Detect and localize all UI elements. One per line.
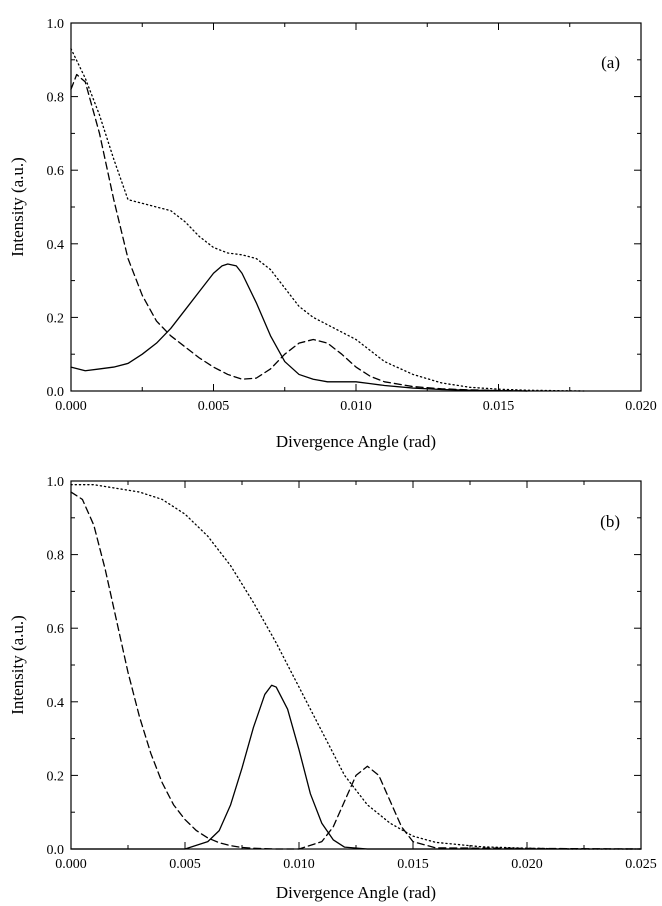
x-axis-title-b: Divergence Angle (rad) [276, 883, 436, 902]
y-tick-label: 0.8 [47, 549, 65, 564]
tick-labels-b: 0.000 0.005 0.010 0.015 0.020 0.025 0.0 0.2 0.4 0… [47, 475, 657, 872]
y-tick-label: 0.4 [47, 238, 65, 253]
y-tick-label: 0.0 [47, 843, 65, 858]
series-line-dashed-b [70, 491, 642, 850]
y-tick-label: 0.6 [47, 622, 65, 637]
plot-frame-b [70, 480, 642, 850]
plot-frame-a [70, 22, 642, 392]
chart-panel-b: 0.000 0.005 0.010 0.015 0.020 0.025 0.0 0.2 0.4 0… [8, 475, 657, 902]
y-tick-label: 0.8 [47, 91, 65, 106]
series-line-dotted-b [70, 484, 642, 850]
x-tick-label: 0.005 [198, 399, 230, 414]
x-tick-label: 0.020 [625, 399, 657, 414]
series-line-solid-a [70, 263, 528, 392]
y-tick-label: 0.0 [47, 385, 65, 400]
tick-labels-a: 0.000 0.005 0.010 0.015 0.020 0.0 0.2 0.4 0.6 0.8… [47, 17, 657, 414]
series-line-dotted-a [70, 48, 585, 392]
y-tick-label: 1.0 [47, 475, 65, 490]
series-line-solid-b [70, 684, 642, 850]
x-tick-label: 0.010 [283, 857, 315, 872]
tick-marks-a [70, 22, 642, 392]
series-group-a [70, 48, 585, 392]
x-axis-title-a: Divergence Angle (rad) [276, 432, 436, 451]
tick-marks-b [70, 480, 642, 850]
x-tick-label: 0.020 [511, 857, 543, 872]
x-tick-label: 0.000 [55, 857, 87, 872]
x-tick-label: 0.010 [340, 399, 372, 414]
x-tick-label: 0.025 [625, 857, 657, 872]
y-tick-label: 1.0 [47, 17, 65, 32]
series-group-b [70, 484, 642, 850]
y-tick-label: 0.2 [47, 311, 65, 326]
y-tick-label: 0.4 [47, 696, 65, 711]
panel-annotation-a: (a) [601, 53, 620, 72]
y-tick-label: 0.6 [47, 164, 65, 179]
panel-annotation-b: (b) [600, 512, 620, 531]
x-tick-label: 0.005 [169, 857, 201, 872]
y-axis-title-b: Intensity (a.u.) [8, 615, 27, 715]
x-tick-label: 0.015 [397, 857, 429, 872]
series-line-dashed-a [70, 73, 528, 392]
y-tick-label: 0.2 [47, 769, 65, 784]
x-tick-label: 0.015 [483, 399, 515, 414]
y-axis-title-a: Intensity (a.u.) [8, 157, 27, 257]
chart-panel-a: 0.000 0.005 0.010 0.015 0.020 0.0 0.2 0.4 0.6 0.8… [8, 17, 657, 451]
x-tick-label: 0.000 [55, 399, 87, 414]
